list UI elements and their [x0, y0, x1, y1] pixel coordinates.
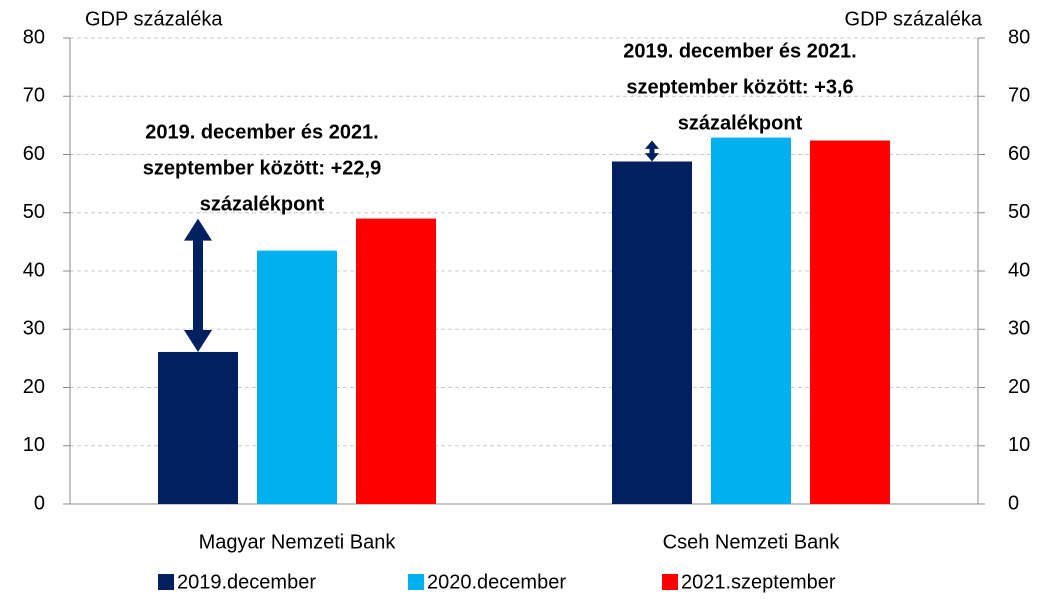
y-tick-label: 20 — [23, 376, 45, 398]
bar — [711, 137, 791, 505]
y2-axis-label: GDP százaléka — [845, 8, 983, 30]
y-tick-label: 30 — [23, 318, 45, 340]
bar — [158, 351, 238, 504]
annotation: százalékpont — [678, 112, 803, 134]
legend-swatch — [158, 574, 174, 590]
annotation: szeptember között: +3,6 — [626, 76, 853, 98]
bar — [612, 161, 692, 505]
y-tick-label: 60 — [23, 143, 45, 165]
legend-swatch — [408, 574, 424, 590]
y2-tick-label: 50 — [1008, 201, 1030, 223]
bar — [810, 140, 890, 504]
y2-tick-label: 80 — [1008, 26, 1030, 48]
y2-tick-label: 70 — [1008, 85, 1030, 107]
annotation: 2019. december és 2021. — [145, 121, 379, 143]
annotation: szeptember között: +22,9 — [143, 157, 381, 179]
y2-tick-label: 10 — [1008, 434, 1030, 456]
y-tick-label: 40 — [23, 259, 45, 281]
legend-label: 2019.december — [177, 571, 316, 593]
arrow — [645, 140, 659, 162]
y2-tick-label: 30 — [1008, 318, 1030, 340]
y-tick-label: 70 — [23, 85, 45, 107]
y2-tick-label: 20 — [1008, 376, 1030, 398]
y2-tick-label: 60 — [1008, 143, 1030, 165]
y-axis-label: GDP százaléka — [85, 8, 223, 30]
bar — [257, 250, 337, 504]
legend-label: 2020.december — [427, 571, 566, 593]
arrow — [184, 218, 212, 352]
bar — [356, 218, 436, 504]
x-tick-label: Magyar Nemzeti Bank — [199, 531, 397, 553]
y2-tick-label: 40 — [1008, 259, 1030, 281]
y-tick-label: 10 — [23, 434, 45, 456]
annotation: 2019. december és 2021. — [623, 40, 857, 62]
annotation: százalékpont — [200, 193, 325, 215]
legend-swatch — [662, 574, 678, 590]
y-tick-label: 0 — [34, 492, 45, 514]
y-tick-label: 50 — [23, 201, 45, 223]
y-tick-label: 80 — [23, 26, 45, 48]
legend-label: 2021.szeptember — [681, 571, 836, 593]
x-tick-label: Cseh Nemzeti Bank — [663, 531, 841, 553]
y2-tick-label: 0 — [1008, 492, 1019, 514]
